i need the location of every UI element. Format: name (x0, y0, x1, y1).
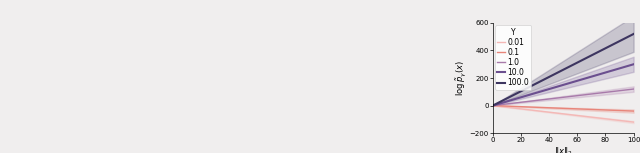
100.0 (616, 40, 624, 42)
0.1 (489, 105, 497, 106)
0.01 (573, 114, 580, 116)
Line: 1.0: 1.0 (493, 89, 634, 106)
X-axis label: $\|x\|_2$: $\|x\|_2$ (554, 145, 573, 153)
Line: 0.01: 0.01 (493, 106, 634, 122)
0.01 (572, 114, 580, 116)
100.0 (573, 62, 580, 64)
0.01 (575, 115, 583, 117)
Line: 10.0: 10.0 (493, 64, 634, 106)
1.0 (572, 95, 580, 97)
10.0 (630, 63, 637, 65)
Line: 0.1: 0.1 (493, 106, 634, 111)
0.01 (616, 120, 624, 121)
1.0 (630, 88, 637, 90)
10.0 (489, 105, 497, 106)
1.0 (573, 95, 580, 97)
100.0 (572, 62, 580, 64)
10.0 (573, 80, 580, 82)
0.1 (616, 110, 624, 112)
1.0 (607, 91, 615, 93)
100.0 (630, 33, 637, 35)
0.1 (630, 110, 637, 112)
0.1 (573, 108, 580, 110)
0.1 (607, 109, 615, 111)
0.01 (489, 105, 497, 106)
100.0 (489, 105, 497, 106)
1.0 (489, 105, 497, 106)
0.1 (490, 105, 497, 106)
10.0 (575, 79, 583, 81)
Legend: 0.01, 0.1, 1.0, 10.0, 100.0: 0.01, 0.1, 1.0, 10.0, 100.0 (495, 25, 531, 90)
10.0 (572, 80, 580, 82)
Line: 100.0: 100.0 (493, 34, 634, 106)
Y-axis label: $\log\tilde{p}_\gamma(x)$: $\log\tilde{p}_\gamma(x)$ (454, 60, 468, 96)
10.0 (490, 104, 497, 106)
100.0 (607, 44, 615, 46)
1.0 (616, 90, 624, 91)
0.1 (572, 108, 580, 110)
10.0 (616, 67, 624, 69)
100.0 (575, 61, 583, 63)
10.0 (607, 70, 615, 72)
1.0 (575, 95, 583, 96)
1.0 (490, 105, 497, 106)
0.01 (607, 119, 615, 120)
100.0 (490, 104, 497, 106)
0.01 (630, 121, 637, 123)
0.1 (575, 108, 583, 110)
0.01 (490, 105, 497, 106)
